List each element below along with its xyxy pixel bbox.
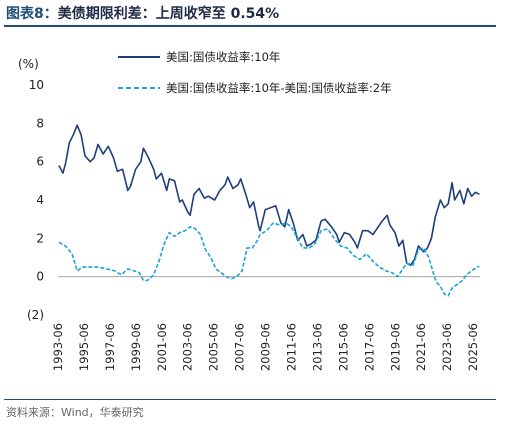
y-tick-label: (2) xyxy=(27,308,44,322)
x-tick-label: 2013-06 xyxy=(310,323,324,371)
figure-caption: 美债期限利差：上周收窄至 0.54% xyxy=(57,6,280,22)
y-tick-label: 10 xyxy=(29,78,44,92)
x-tick-label: 2015-06 xyxy=(336,323,350,371)
y-tick-label: 4 xyxy=(36,193,44,207)
chart-title: 图表8：美债期限利差：上周收窄至 0.54% xyxy=(6,3,279,23)
x-tick-label: 2019-06 xyxy=(388,323,402,371)
footer-rule xyxy=(4,399,496,400)
line-chart: (%) 10 8 6 4 2 0 (2) 1993-06 1995-06 1997-06 1999… xyxy=(18,50,480,371)
x-tick-label: 1999-06 xyxy=(129,323,143,371)
legend-label-10y: 美国:国债收益率:10年 xyxy=(166,50,280,64)
x-tick-label: 2025-06 xyxy=(466,323,480,371)
y-axis-label: (%) xyxy=(18,57,39,71)
x-tick-label: 2005-06 xyxy=(207,323,221,371)
y-tick-label: 6 xyxy=(36,155,44,169)
series-line-10y xyxy=(58,124,480,267)
x-tick-label: 2001-06 xyxy=(155,323,169,371)
legend: 美国:国债收益率:10年 美国:国债收益率:10年-美国:国债收益率:2年 xyxy=(118,50,392,95)
figure-number: 图表8： xyxy=(6,6,58,22)
x-tick-label: 1995-06 xyxy=(77,323,91,371)
y-tick-label: 8 xyxy=(36,116,44,130)
x-tick-label: 2021-06 xyxy=(414,323,428,371)
x-tick-label: 2007-06 xyxy=(233,323,247,371)
x-tick-label: 2009-06 xyxy=(259,323,273,371)
x-tick-label: 1993-06 xyxy=(51,323,65,371)
legend-label-spread: 美国:国债收益率:10年-美国:国债收益率:2年 xyxy=(166,81,392,95)
y-tick-label: 0 xyxy=(36,270,44,284)
x-tick-label: 2011-06 xyxy=(285,323,299,371)
x-tick-label: 2017-06 xyxy=(362,323,376,371)
title-rule xyxy=(4,25,496,27)
source-note: 资料来源：Wind，华泰研究 xyxy=(6,406,144,419)
x-tick-label: 1997-06 xyxy=(103,323,117,371)
x-tick-label: 2023-06 xyxy=(440,323,454,371)
series-line-spread xyxy=(58,222,480,297)
y-tick-label: 2 xyxy=(36,231,44,245)
x-tick-label: 2003-06 xyxy=(181,323,195,371)
